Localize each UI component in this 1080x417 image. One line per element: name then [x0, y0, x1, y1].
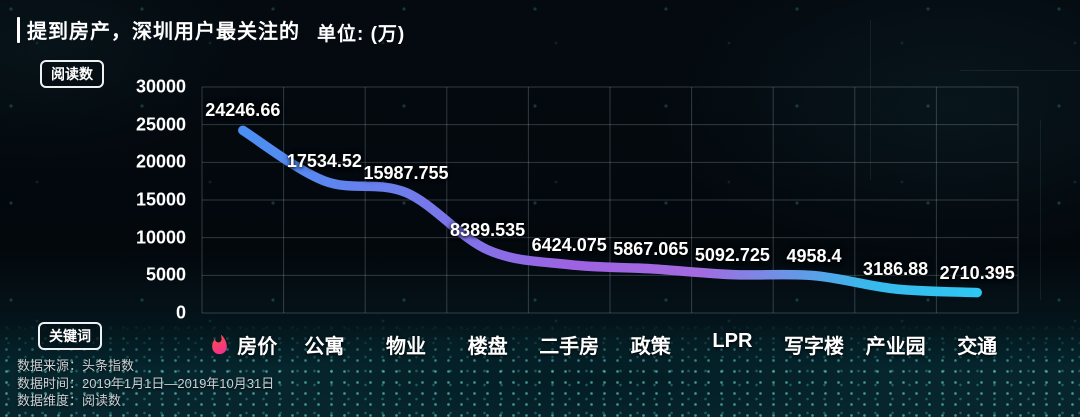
y-tick-label: 30000 — [135, 76, 186, 97]
data-label: 4958.4 — [786, 245, 842, 266]
data-source-line: 数据来源：头条指数 — [17, 358, 135, 373]
category-label: 二手房 — [539, 336, 600, 358]
x-axis-category: 产业园 — [866, 330, 926, 359]
page-title: 提到房产，深圳用户最关注的 — [17, 15, 300, 44]
data-label: 5092.725 — [694, 244, 770, 265]
data-source-info: 数据来源：头条指数 数据时间：2019年1月1日—2019年10月31日 数据维… — [17, 357, 274, 410]
y-tick-label: 0 — [175, 302, 186, 323]
data-label: 5867.065 — [613, 238, 689, 259]
category-label: 政策 — [630, 336, 671, 358]
x-axis-category: 房价 — [208, 330, 277, 359]
y-tick-label: 10000 — [135, 227, 186, 248]
data-label: 6424.075 — [531, 234, 607, 255]
category-label: 产业园 — [865, 336, 926, 358]
category-label: LPR — [712, 330, 753, 352]
category-label: 公寓 — [304, 336, 345, 358]
trend-line — [238, 125, 982, 298]
x-axis-category: 写字楼 — [784, 330, 844, 359]
x-axis-category: 交通 — [957, 330, 997, 359]
data-label: 3186.88 — [863, 258, 929, 279]
y-tick-label: 20000 — [135, 151, 186, 172]
data-label: 24246.66 — [205, 100, 281, 121]
x-axis-category: 公寓 — [304, 330, 344, 359]
title-accent-bar — [17, 16, 20, 43]
x-axis-category: 楼盘 — [468, 330, 508, 359]
data-label: 2710.395 — [939, 262, 1015, 283]
category-label: 楼盘 — [467, 336, 508, 358]
data-label: 17534.52 — [286, 150, 362, 171]
title-text: 提到房产，深圳用户最关注的 — [27, 21, 300, 43]
grid — [201, 86, 1019, 314]
x-axis-category: 政策 — [631, 330, 671, 359]
x-axis-category: LPR — [712, 330, 752, 353]
y-tick-label: 15000 — [135, 189, 186, 210]
category-label: 物业 — [386, 336, 426, 358]
category-label: 写字楼 — [784, 336, 844, 358]
category-label: 交通 — [957, 336, 998, 358]
data-label: 15987.755 — [363, 162, 449, 183]
data-dimension-line: 数据维度：阅读数 — [17, 393, 122, 408]
data-time-line: 数据时间：2019年1月1日—2019年10月31日 — [17, 375, 275, 391]
data-label: 8389.535 — [450, 219, 526, 240]
x-axis-category: 物业 — [386, 330, 426, 359]
unit-label: 单位: (万) — [317, 24, 406, 45]
x-axis-badge: 关键词 — [38, 322, 102, 350]
y-tick-label: 25000 — [135, 114, 186, 135]
y-tick-label: 5000 — [145, 264, 186, 285]
x-axis-category: 二手房 — [539, 330, 599, 359]
category-label: 房价 — [237, 336, 278, 358]
y-axis-badge: 阅读数 — [40, 60, 104, 88]
flame-icon — [211, 334, 227, 354]
